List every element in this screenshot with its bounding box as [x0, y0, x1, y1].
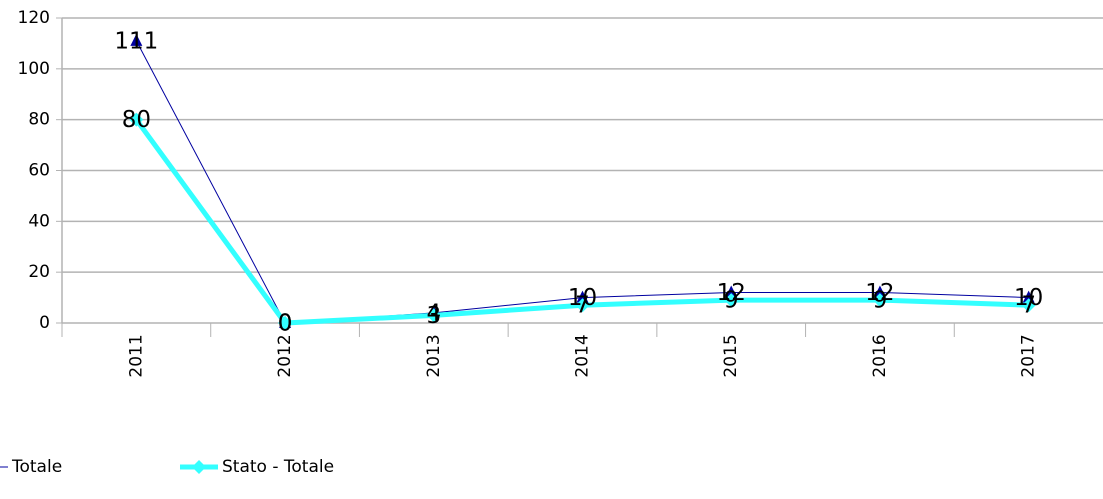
y-tick-label: 40 [28, 211, 50, 231]
y-tick-label: 80 [28, 110, 50, 130]
data-label: 3 [426, 303, 441, 329]
point [873, 285, 886, 298]
x-tick-label: 2016 [870, 334, 890, 377]
data-label: 12 [717, 280, 746, 306]
data-label: 10 [1014, 285, 1043, 311]
point [278, 316, 293, 330]
legend-label: Stato - Totale [222, 457, 334, 477]
data-label: 0 [278, 311, 293, 337]
y-tick-label: 0 [39, 313, 50, 333]
x-tick-label: 2014 [573, 334, 593, 377]
x-tick-label: 2017 [1019, 334, 1039, 377]
point [725, 285, 738, 298]
point [426, 308, 441, 323]
point [130, 33, 143, 46]
y-tick-label: 60 [28, 161, 50, 181]
x-tick-label: 2012 [275, 334, 295, 377]
legend-label: Totale [11, 457, 62, 477]
x-tick-label: 2013 [424, 334, 444, 377]
line [135, 40, 1029, 324]
point [1021, 298, 1036, 313]
y-tick-label: 20 [28, 262, 50, 282]
point [1022, 290, 1035, 303]
y-tick-label: 120 [18, 8, 50, 28]
data-label: 7 [1021, 293, 1036, 319]
point [129, 112, 144, 127]
data-label: 9 [724, 288, 739, 314]
point [872, 293, 887, 308]
point [724, 293, 739, 308]
data-label: 9 [873, 288, 888, 314]
y-tick-label: 100 [18, 59, 50, 79]
x-tick-label: 2011 [126, 334, 146, 377]
data-label: 111 [114, 28, 158, 54]
data-label: 4 [426, 300, 441, 326]
point [575, 298, 590, 313]
legend-marker [192, 460, 206, 474]
data-label: 80 [122, 107, 151, 133]
data-label: 10 [568, 285, 597, 311]
data-label: 7 [575, 293, 590, 319]
x-tick-label: 2015 [721, 334, 741, 377]
data-label: 0 [278, 311, 293, 337]
point [576, 290, 589, 303]
data-label: 12 [865, 280, 894, 306]
